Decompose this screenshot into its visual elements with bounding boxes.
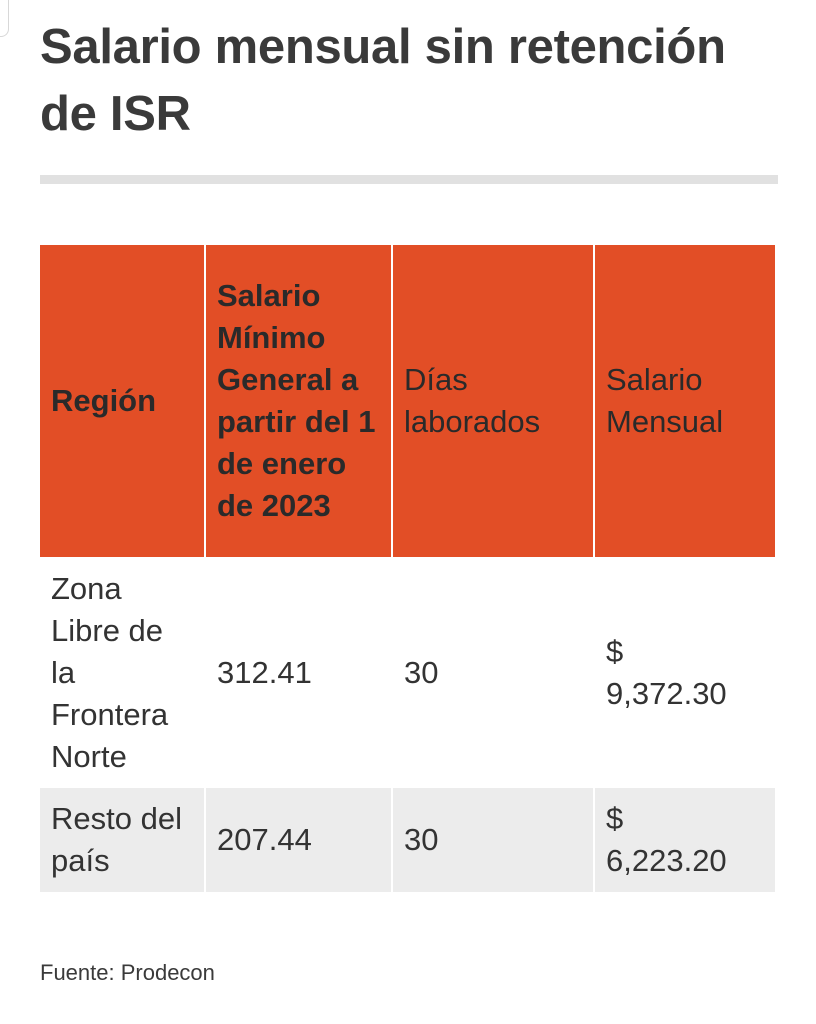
salary-table: Región Salario Mínimo General a partir d… xyxy=(40,243,775,894)
page-corner-decoration xyxy=(0,0,9,37)
cell-salario-minimo: 207.44 xyxy=(204,786,393,894)
header-dias-laborados: Días laborados xyxy=(391,243,595,559)
table-header-row: Región Salario Mínimo General a partir d… xyxy=(40,243,775,559)
amount: 6,223.20 xyxy=(606,843,727,878)
cell-salario-mensual: $ 6,223.20 xyxy=(593,786,775,894)
title-divider xyxy=(40,175,778,184)
cell-region: Resto del país xyxy=(40,786,206,894)
header-salario-minimo: Salario Mínimo General a partir del 1 de… xyxy=(204,243,393,559)
cell-salario-minimo: 312.41 xyxy=(204,557,393,788)
source-note: Fuente: Prodecon xyxy=(40,960,215,985)
page-title: Salario mensual sin retención de ISR xyxy=(40,20,726,141)
currency-symbol: $ xyxy=(606,633,624,669)
header-region: Región xyxy=(40,243,206,559)
table-row: Zona Libre de la Frontera Norte 312.41 3… xyxy=(40,557,775,788)
header-salario-mensual: Salario Mensual xyxy=(593,243,775,559)
table-row: Resto del país 207.44 30 $ 6,223.20 xyxy=(40,786,775,894)
cell-dias: 30 xyxy=(391,786,595,894)
cell-salario-mensual: $ 9,372.30 xyxy=(593,557,775,788)
currency-symbol: $ xyxy=(606,801,624,836)
amount: 9,372.30 xyxy=(606,675,727,711)
cell-region: Zona Libre de la Frontera Norte xyxy=(40,557,206,788)
cell-dias: 30 xyxy=(391,557,595,788)
